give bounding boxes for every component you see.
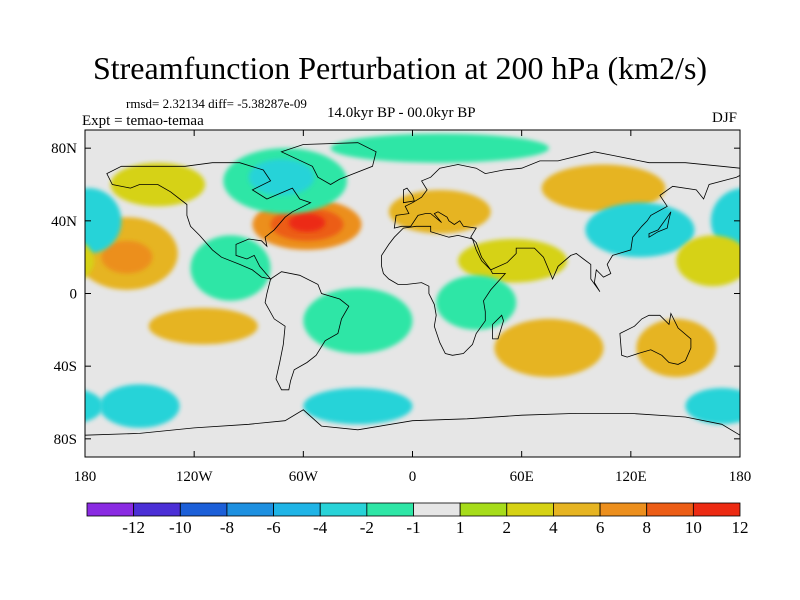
coast-antarctica xyxy=(85,409,740,436)
anomaly-southern-ocean-low xyxy=(99,384,180,428)
colorbar-swatch xyxy=(413,502,461,517)
colorbar-label: 12 xyxy=(732,518,749,537)
colorbar-swatch xyxy=(692,502,741,517)
anomaly-arabia-high xyxy=(457,238,568,283)
colorbar-label: -1 xyxy=(406,518,420,537)
x-tick-label: 180 xyxy=(729,469,752,485)
colorbar-swatch xyxy=(366,502,414,517)
x-tick-label: 60E xyxy=(510,469,534,485)
anomaly-east-asia-low xyxy=(585,202,695,258)
anomaly-central-pacific-high xyxy=(730,232,740,275)
period-label: 14.0kyr BP - 00.0kyr BP xyxy=(327,105,476,121)
colorbar-label: -10 xyxy=(169,518,192,537)
coastlines xyxy=(85,142,740,436)
coast-eurasia xyxy=(393,151,740,292)
experiment-label: Expt = temao-temaa xyxy=(82,113,204,129)
x-tick-label: 0 xyxy=(409,469,417,485)
anomaly-n-atlantic-high-core xyxy=(288,213,326,232)
colorbar-swatch xyxy=(553,502,601,517)
chart-title: Streamfunction Perturbation at 200 hPa (… xyxy=(92,50,708,86)
anomaly-arctic-low xyxy=(330,133,549,163)
anomaly-north-pacific-high xyxy=(85,243,95,278)
anomaly-southern-ocean-low3 xyxy=(685,387,740,425)
colorbar-label: 10 xyxy=(685,518,702,537)
anomaly-australia-high xyxy=(636,318,717,378)
colorbar-swatch xyxy=(319,502,368,517)
anomaly-east-pacific-high xyxy=(148,308,258,345)
stats-label: rmsd= 2.32134 diff= -5.38287e-09 xyxy=(126,96,307,111)
season-label: DJF xyxy=(712,110,738,126)
colorbar-swatch xyxy=(179,502,228,517)
coast-japan xyxy=(648,211,672,238)
anomaly-southern-ocean-low3 xyxy=(85,390,104,422)
anomaly-us-low xyxy=(190,235,271,301)
x-tick-label: 120W xyxy=(176,469,214,485)
y-tick-label: 80S xyxy=(54,432,77,448)
colorbar-label: -6 xyxy=(266,518,280,537)
colorbar-swatch xyxy=(86,502,135,517)
coast-south-america xyxy=(264,271,350,391)
colorbar-swatch xyxy=(599,502,648,517)
colorbar-label: -12 xyxy=(122,518,145,537)
x-tick-label: 180 xyxy=(74,469,97,485)
colorbar-label: -2 xyxy=(360,518,374,537)
colorbar-swatch xyxy=(226,502,274,517)
x-tick-label: 120E xyxy=(615,469,647,485)
anomaly-greenland-low-core xyxy=(248,159,315,196)
colorbar-label: 2 xyxy=(503,518,512,537)
coast-british-isles xyxy=(402,187,415,204)
anomaly-field xyxy=(85,130,740,457)
anomaly-southern-ocean-low2 xyxy=(303,387,413,425)
coast-africa xyxy=(381,225,507,356)
map-axes: 180 120W 60W 0 60E 120E 180 80N 40N 0 40S 80S xyxy=(51,130,751,485)
coast-north-america xyxy=(106,162,312,280)
anomaly-central-pacific-high-core xyxy=(101,240,153,274)
colorbar-label: 6 xyxy=(596,518,605,537)
colorbar-label: 4 xyxy=(549,518,558,537)
colorbar-label: -4 xyxy=(313,518,328,537)
anomaly-south-atlantic-low xyxy=(303,288,413,354)
colorbar-swatch xyxy=(133,502,181,517)
colorbar-swatch xyxy=(646,502,694,517)
colorbar-label: 8 xyxy=(642,518,651,537)
coast-madagascar xyxy=(492,314,504,340)
colorbar-swatch xyxy=(506,502,554,517)
coast-greenland xyxy=(280,142,377,185)
anomaly-north-pacific-high xyxy=(676,235,740,287)
x-tick-label: 60W xyxy=(289,469,319,485)
y-tick-label: 0 xyxy=(70,287,78,303)
colorbar-label: -8 xyxy=(220,518,234,537)
anomaly-siberia-high xyxy=(541,164,666,212)
coast-australia xyxy=(619,312,692,365)
y-tick-label: 40N xyxy=(51,214,77,230)
anomaly-europe-high xyxy=(388,189,491,234)
colorbar-label: 1 xyxy=(456,518,465,537)
anomaly-west-pacific-low xyxy=(85,188,122,254)
y-tick-label: 80N xyxy=(51,141,77,157)
colorbar-swatch xyxy=(273,502,321,517)
colorbar: -12 -10 -8 -6 -4 -2 -1 1 2 4 6 8 10 12 xyxy=(86,502,749,537)
anomaly-africa-low xyxy=(436,275,517,330)
anomaly-south-indian-high xyxy=(494,318,604,378)
colorbar-swatch xyxy=(459,502,508,517)
y-tick-label: 40S xyxy=(54,359,77,375)
